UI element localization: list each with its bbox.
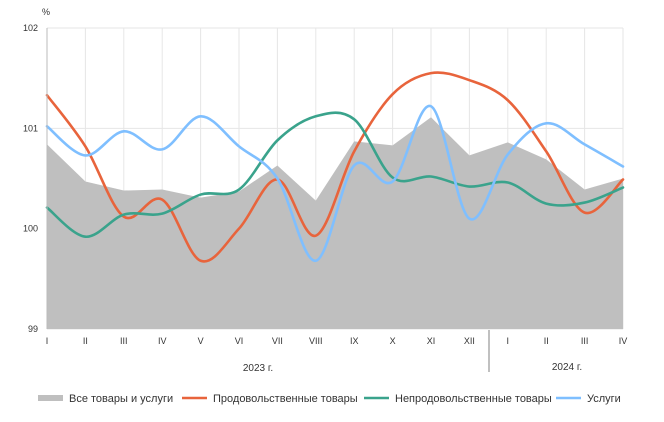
x-tick-label: II: [544, 336, 549, 346]
area-series-all-goods: [47, 117, 623, 330]
legend-label: Услуги: [587, 393, 621, 405]
year-label-2024: 2024 г.: [552, 362, 582, 373]
x-tick-label: V: [198, 336, 204, 346]
x-tick-label: IV: [619, 336, 628, 346]
area-layer: [47, 117, 623, 330]
legend: Все товары и услуги Продовольственные тов…: [38, 393, 621, 405]
y-tick-label: 99: [28, 324, 38, 334]
x-tick-label: XI: [427, 336, 436, 346]
line-series-3: [45, 104, 625, 263]
lines-layer: [45, 71, 625, 263]
x-tick-label: X: [390, 336, 396, 346]
y-tick-label: 101: [23, 123, 38, 133]
x-tick-label: II: [83, 336, 88, 346]
x-tick-label: IV: [158, 336, 167, 346]
x-tick-label: IX: [350, 336, 359, 346]
legend-swatch: [38, 395, 63, 401]
y-tick-label: 100: [23, 224, 38, 234]
x-tick-label: I: [46, 336, 49, 346]
x-tick-label: VIII: [309, 336, 323, 346]
legend-label: Все товары и услуги: [69, 393, 173, 405]
y-unit-label: %: [42, 7, 50, 17]
x-tick-label: XII: [464, 336, 475, 346]
year-label-2023: 2023 г.: [243, 363, 273, 374]
line-series-2: [45, 111, 625, 238]
legend-label: Непродовольственные товары: [395, 393, 552, 405]
x-tick-label: III: [120, 336, 128, 346]
x-tick-label: VI: [235, 336, 244, 346]
legend-label: Продовольственные товары: [213, 393, 358, 405]
y-tick-label: 102: [23, 23, 38, 33]
x-tick-label: I: [507, 336, 510, 346]
x-tick-label: VII: [272, 336, 283, 346]
x-tick-label: III: [581, 336, 589, 346]
